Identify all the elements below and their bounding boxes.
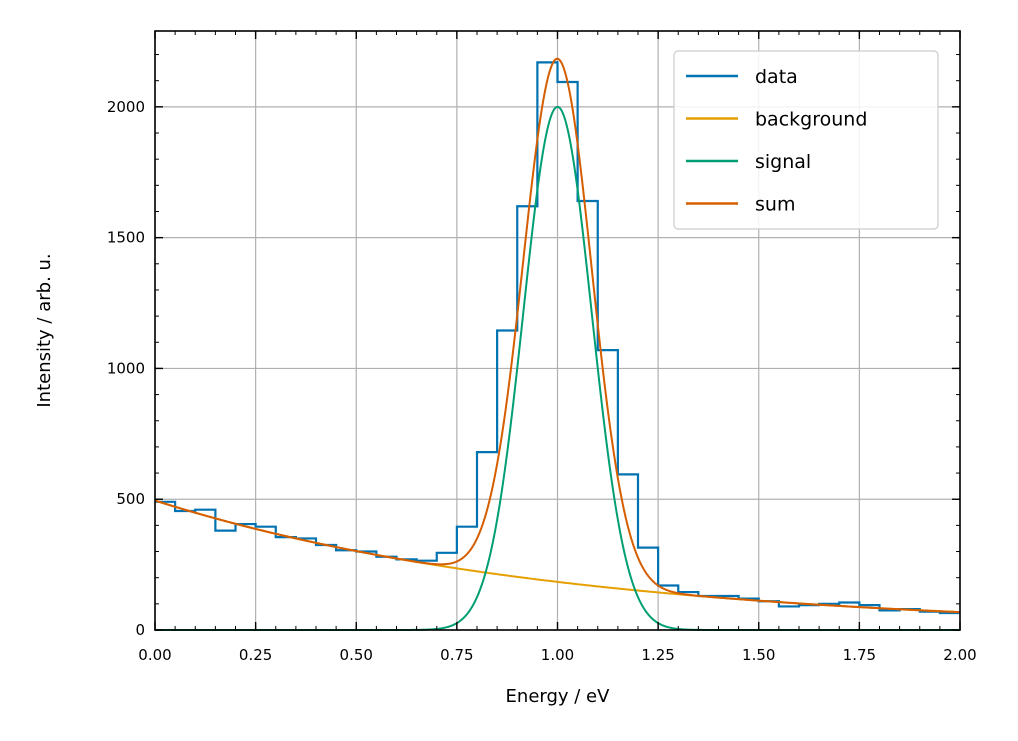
x-axis-label: Energy / eV [506,686,611,707]
legend: data background signal sum [673,50,939,230]
series-sum-line [154,57,961,614]
legend-label-signal: signal [755,151,811,173]
y-tick-label: 1500 [107,229,145,247]
plot-frame [154,30,961,631]
x-tick-label: 0.00 [138,646,171,664]
tick-labels: 0.00 0.25 0.50 0.75 1.00 1.25 1.50 1.75 2.00 0 500… [107,98,977,664]
x-tick-label: 0.25 [239,646,272,664]
x-tick-label: 0.50 [340,646,373,664]
legend-frame [673,50,939,230]
legend-label-data: data [755,66,798,88]
y-tick-label: 500 [116,490,145,508]
x-tick-label: 1.25 [641,646,674,664]
y-tick-label: 1000 [107,359,145,377]
x-tick-label: 2.00 [943,646,976,664]
x-tick-label: 1.50 [742,646,775,664]
y-tick-label: 0 [135,621,145,639]
y-tick-label: 2000 [107,98,145,116]
y-axis-label: Intensity / arb. u. [34,253,55,407]
x-tick-label: 0.75 [440,646,473,664]
x-tick-label: 1.75 [843,646,876,664]
legend-label-background: background [755,109,867,131]
x-tick-label: 1.00 [541,646,574,664]
legend-label-sum: sum [755,194,795,216]
